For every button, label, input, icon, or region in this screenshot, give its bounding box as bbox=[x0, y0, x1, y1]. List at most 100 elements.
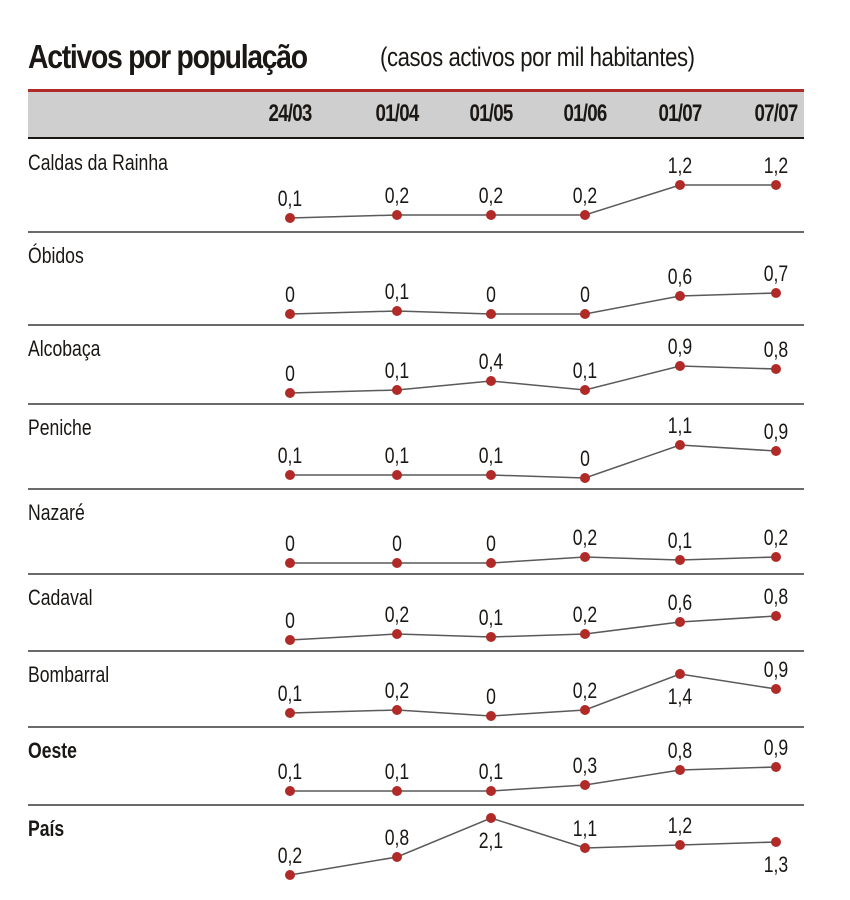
data-point bbox=[771, 611, 781, 621]
sparkline: 0,2 0,8 2,1 1,1 1,2 1,3 bbox=[278, 813, 788, 880]
data-point bbox=[486, 470, 496, 480]
table-row: Nazaré 0 0 0 0,2 0,1 0,2 bbox=[28, 490, 804, 575]
data-label: 0,4 bbox=[479, 350, 503, 374]
data-point bbox=[580, 780, 590, 790]
sparkline: 0 0,1 0 0 0,6 0,7 bbox=[285, 262, 788, 319]
sparkline: 0 0,1 0,4 0,1 0,9 0,8 bbox=[285, 335, 788, 398]
title-main: Activos por população bbox=[28, 38, 308, 75]
data-label: 0,9 bbox=[668, 335, 692, 359]
data-point bbox=[392, 629, 402, 639]
data-label: 0,2 bbox=[764, 526, 788, 550]
data-label: 0,2 bbox=[385, 184, 409, 208]
sparkline: 0,1 0,2 0,2 0,2 1,2 1,2 bbox=[278, 154, 788, 223]
data-point bbox=[486, 376, 496, 386]
data-point bbox=[675, 669, 685, 679]
data-point bbox=[771, 446, 781, 456]
table-row: Peniche 0,1 0,1 0,1 0 1,1 0,9 bbox=[28, 405, 804, 490]
data-point bbox=[580, 705, 590, 715]
data-label: 0 bbox=[486, 532, 496, 556]
data-label: 0 bbox=[580, 447, 590, 471]
data-label: 0 bbox=[486, 685, 496, 709]
column-header: 01/06 bbox=[563, 100, 608, 127]
data-label: 0,1 bbox=[479, 606, 503, 630]
table-row: Cadaval 0 0,2 0,1 0,2 0,6 0,8 bbox=[28, 575, 804, 652]
data-point bbox=[392, 786, 402, 796]
data-label: 0,9 bbox=[764, 658, 788, 682]
data-label: 0,2 bbox=[573, 526, 597, 550]
data-label: 0 bbox=[285, 283, 295, 307]
data-label: 0 bbox=[392, 532, 402, 556]
data-point bbox=[285, 786, 295, 796]
data-point bbox=[675, 291, 685, 301]
column-header: 01/07 bbox=[658, 100, 703, 127]
data-label: 0,1 bbox=[385, 444, 409, 468]
series-line bbox=[289, 365, 777, 394]
data-point bbox=[392, 470, 402, 480]
data-point bbox=[486, 632, 496, 642]
data-label: 0 bbox=[285, 362, 295, 386]
row-label: Alcobaça bbox=[28, 336, 101, 361]
data-point bbox=[771, 288, 781, 298]
sparkline: 0,1 0,2 0 0,2 1,4 0,9 bbox=[278, 658, 788, 721]
data-point bbox=[392, 306, 402, 316]
table-row: Óbidos 0 0,1 0 0 0,6 0,7 bbox=[28, 233, 804, 326]
row-label: Bombarral bbox=[28, 662, 110, 687]
data-point bbox=[486, 210, 496, 220]
row-label: Nazaré bbox=[28, 500, 85, 525]
data-label: 0,1 bbox=[479, 760, 503, 784]
data-label: 0,7 bbox=[764, 262, 788, 286]
row-label: Caldas da Rainha bbox=[28, 150, 168, 175]
series-line bbox=[289, 292, 777, 315]
series-line bbox=[289, 817, 777, 876]
data-label: 0,8 bbox=[668, 739, 692, 763]
data-label: 0,6 bbox=[668, 591, 692, 615]
sparkline: 0 0,2 0,1 0,2 0,6 0,8 bbox=[285, 585, 788, 645]
data-point bbox=[285, 388, 295, 398]
table-row: Caldas da Rainha 0,1 0,2 0,2 0,2 1,2 1,2 bbox=[28, 140, 804, 233]
data-label: 1,2 bbox=[668, 154, 692, 178]
data-label: 0,8 bbox=[764, 338, 788, 362]
data-point bbox=[580, 473, 590, 483]
data-point bbox=[675, 617, 685, 627]
data-label: 0,3 bbox=[573, 754, 597, 778]
table-row: País 0,2 0,8 2,1 1,1 1,2 1,3 bbox=[28, 806, 804, 900]
data-label: 0,2 bbox=[573, 184, 597, 208]
chart-title: Activos por população (casos activos por… bbox=[28, 38, 695, 76]
data-label: 0,1 bbox=[385, 760, 409, 784]
series-line bbox=[289, 615, 777, 641]
data-label: 0 bbox=[580, 283, 590, 307]
row-label: Oeste bbox=[28, 738, 77, 763]
data-point bbox=[771, 364, 781, 374]
table-row: Oeste 0,1 0,1 0,1 0,3 0,8 0,9 bbox=[28, 728, 804, 806]
data-label: 0,1 bbox=[278, 760, 302, 784]
data-point bbox=[486, 711, 496, 721]
data-point bbox=[285, 213, 295, 223]
series-line bbox=[289, 184, 776, 219]
data-label: 0,1 bbox=[278, 682, 302, 706]
data-point bbox=[580, 843, 590, 853]
series-line bbox=[290, 766, 777, 792]
sparkline: 0 0 0 0,2 0,1 0,2 bbox=[285, 526, 788, 568]
data-point bbox=[580, 210, 590, 220]
data-point bbox=[392, 210, 402, 220]
series-line bbox=[289, 673, 777, 717]
data-point bbox=[486, 813, 496, 823]
data-point bbox=[580, 629, 590, 639]
data-point bbox=[285, 470, 295, 480]
column-header: 01/04 bbox=[375, 100, 420, 127]
data-label: 2,1 bbox=[479, 829, 503, 853]
data-label: 0,1 bbox=[278, 444, 302, 468]
data-label: 1,2 bbox=[764, 154, 788, 178]
data-label: 1,3 bbox=[764, 853, 788, 877]
data-point bbox=[285, 870, 295, 880]
sparkline: 0,1 0,1 0,1 0,3 0,8 0,9 bbox=[278, 736, 788, 796]
row-label: Peniche bbox=[28, 415, 92, 440]
data-point bbox=[771, 180, 781, 190]
data-label: 0,9 bbox=[764, 736, 788, 760]
data-point bbox=[675, 361, 685, 371]
series-line bbox=[290, 556, 777, 564]
data-label: 0,2 bbox=[479, 184, 503, 208]
data-point bbox=[675, 840, 685, 850]
data-label: 0 bbox=[486, 283, 496, 307]
data-label: 0,1 bbox=[385, 280, 409, 304]
